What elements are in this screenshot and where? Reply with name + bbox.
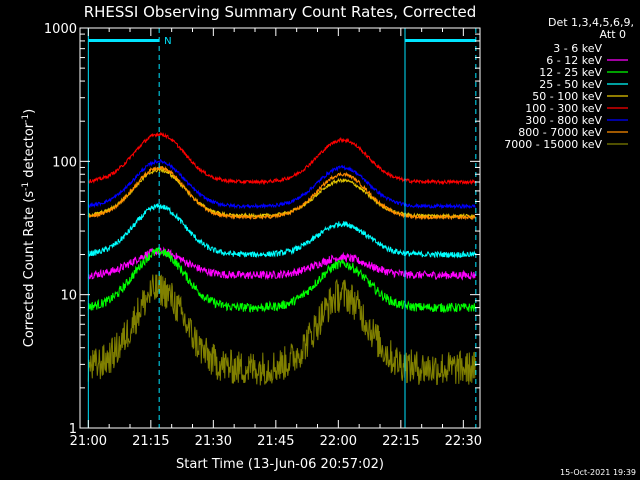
x-tick-label: 22:15 [382, 434, 419, 449]
x-tick-label: 21:45 [257, 434, 294, 449]
x-tick-label: 21:15 [132, 434, 169, 449]
y-tick-label: 1 [69, 422, 77, 437]
y-axis-label: Corrected Count Rate (s-1 detector-1) [21, 109, 37, 347]
annotation-layer: N [87, 28, 477, 428]
y-label-end: ) [22, 109, 37, 114]
y-label-sup2: -1 [21, 114, 31, 123]
legend-label: 7000 - 15000 keV [504, 138, 602, 151]
legend-label: 800 - 7000 keV [518, 126, 602, 139]
night-label: N [164, 36, 171, 47]
series-line [87, 272, 476, 386]
legend-label: 300 - 800 keV [525, 114, 602, 127]
series-line [87, 158, 476, 210]
night-bar [88, 39, 160, 42]
legend-header-line-2: Att 0 [600, 28, 626, 41]
x-tick-label: 21:00 [70, 434, 107, 449]
y-label-sup1: -1 [21, 182, 31, 191]
series-line [87, 203, 476, 259]
y-tick-label: 1000 [44, 22, 77, 37]
legend-label: 50 - 100 keV [532, 90, 602, 103]
axis-layer: 21:00 21:15 21:30 21:45 22:00 22:15 22:30 1 10 10… [44, 22, 482, 449]
x-tick-label: 21:30 [195, 434, 232, 449]
night-bar [405, 39, 476, 42]
series-line [87, 131, 476, 186]
y-tick-label: 10 [60, 289, 77, 304]
footer-timestamp: 15-Oct-2021 19:39 [560, 468, 636, 477]
y-label-main: Corrected Count Rate (s [22, 191, 37, 348]
legend-label: 25 - 50 keV [539, 78, 602, 91]
x-tick-label: 22:00 [320, 434, 357, 449]
x-tick-label: 22:30 [445, 434, 482, 449]
y-tick-label: 100 [52, 155, 77, 170]
legend-label: 100 - 300 keV [525, 102, 602, 115]
legend-label: 3 - 6 keV [553, 42, 602, 55]
series-line [87, 247, 476, 314]
legend-label: 6 - 12 keV [546, 54, 602, 67]
plot-frame [79, 27, 481, 429]
series-line [87, 165, 476, 221]
legend-header-line-1: Det 1,3,4,5,6,9, [548, 16, 634, 29]
x-axis-label: Start Time (13-Jun-06 20:57:02) [176, 457, 384, 472]
legend-label: 12 - 25 keV [539, 66, 602, 79]
series-layer [87, 131, 476, 395]
y-label-mid: detector [22, 122, 37, 182]
chart-title: RHESSI Observing Summary Count Rates, Co… [84, 3, 477, 21]
